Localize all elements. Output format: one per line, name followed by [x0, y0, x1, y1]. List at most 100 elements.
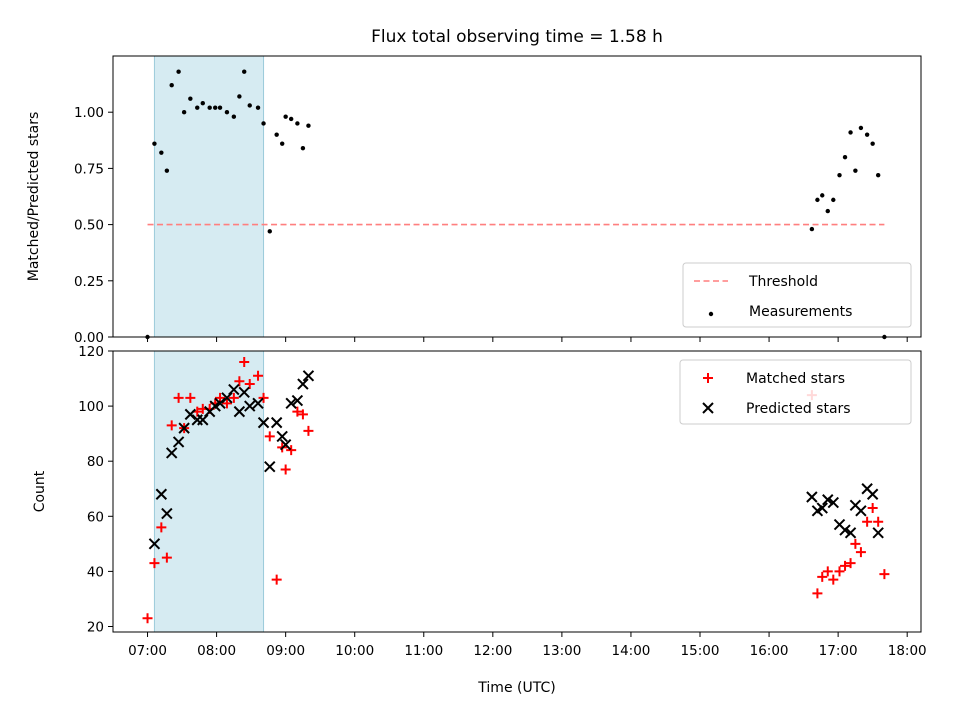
predicted-stars-point — [244, 400, 256, 412]
measurements-point — [169, 83, 174, 88]
predicted-stars-point — [252, 397, 264, 410]
predicted-stars-point — [165, 447, 178, 459]
measurements-point — [274, 132, 279, 137]
predicted-stars-point — [855, 505, 867, 517]
matched-stars-legend-marker — [703, 373, 713, 383]
matched-stars-point — [303, 425, 314, 436]
y-tick-label: 0.50 — [74, 218, 104, 234]
measurements-point — [858, 125, 864, 131]
matched-stars-point — [166, 420, 177, 431]
measurements-point — [825, 208, 830, 214]
matched-stars-point — [286, 445, 297, 456]
x-tick-label: 09:00 — [266, 643, 305, 659]
threshold-legend-label: Threshold — [748, 274, 818, 290]
measurements-legend-marker — [708, 311, 714, 317]
measurements-point — [152, 141, 157, 146]
matched-stars-point — [156, 522, 167, 533]
chart-title: Flux total observing time = 1.58 h — [371, 27, 663, 47]
measurements-point — [864, 132, 870, 137]
matched-stars-point — [297, 409, 308, 420]
measurements-point — [831, 197, 836, 203]
ratio-y-axis-label: Matched/Predicted stars — [26, 112, 42, 282]
matched-stars-point — [173, 392, 184, 403]
measurements-point — [159, 150, 164, 155]
predicted-stars-legend-label: Predicted stars — [746, 401, 851, 417]
measurements-point — [875, 172, 881, 178]
matched-stars-point — [812, 588, 823, 599]
predicted-stars-point — [285, 397, 297, 410]
measurements-point — [295, 121, 300, 126]
x-tick-label: 16:00 — [750, 643, 789, 659]
ratio-legend: Threshold Measurements — [682, 262, 912, 328]
matched-stars-point — [271, 574, 282, 585]
matched-stars-point — [239, 357, 250, 368]
x-tick-label: 15:00 — [681, 643, 720, 659]
predicted-stars-point — [816, 502, 828, 514]
measurements-point — [217, 105, 223, 110]
matched-stars-point — [253, 370, 264, 381]
matched-stars-point — [264, 431, 275, 442]
y-tick-label: 0.00 — [74, 330, 104, 346]
measurements-point — [853, 168, 858, 173]
measurements-point — [255, 105, 261, 110]
y-tick-label: 60 — [87, 509, 104, 525]
predicted-stars-point — [172, 436, 185, 448]
measurements-point — [176, 69, 181, 74]
measurements-point — [283, 114, 288, 119]
measurements-point — [242, 69, 247, 74]
measurements-point — [164, 168, 170, 173]
count-panel: 20 40 60 80 100 120 07:00 08:00 09:00 10:00 11:00… — [32, 344, 927, 659]
predicted-stars-point — [279, 438, 292, 451]
matched-stars-legend-label: Matched stars — [746, 371, 845, 387]
measurements-point — [842, 154, 848, 160]
matched-stars-point — [850, 538, 861, 549]
measurements-point — [247, 103, 252, 108]
predicted-stars-point — [238, 386, 250, 399]
matched-stars-point — [228, 392, 239, 403]
x-tick-label: 13:00 — [542, 643, 581, 659]
count-axes-frame — [112, 350, 922, 633]
measurements-point — [809, 226, 815, 232]
y-tick-label: 0.75 — [74, 161, 104, 177]
matched-stars-point — [845, 558, 856, 569]
x-tick-label: 18:00 — [888, 643, 927, 659]
matched-stars-point — [244, 379, 255, 390]
measurements-point — [261, 121, 266, 126]
matched-stars-point — [185, 392, 196, 403]
predicted-stars-point — [827, 496, 840, 509]
measurements-point — [820, 193, 825, 198]
measurements-point — [837, 172, 842, 178]
highlight-span-bottom — [153, 350, 265, 633]
matched-stars-point — [161, 552, 172, 563]
measurements-point — [288, 116, 294, 122]
y-tick-label: 0.25 — [74, 274, 104, 290]
predicted-stars-point — [161, 507, 173, 520]
measurements-point — [815, 197, 820, 203]
measurements-point — [224, 110, 230, 115]
matched-stars-point — [834, 566, 845, 577]
predicted-stars-point — [233, 405, 246, 418]
count-legend: Matched stars Predicted stars — [679, 359, 912, 425]
predicted-stars-point — [806, 491, 818, 503]
x-tick-label: 07:00 — [128, 643, 167, 659]
x-axis-label: Time (UTC) — [477, 680, 555, 696]
predicted-stars-point — [297, 378, 309, 390]
measurements-point — [300, 145, 306, 151]
predicted-stars-point — [264, 460, 276, 473]
predicted-stars-point — [866, 488, 879, 500]
matched-stars-point — [855, 547, 866, 558]
x-tick-label: 12:00 — [473, 643, 512, 659]
matched-stars-point — [840, 560, 851, 571]
matched-stars-point — [873, 516, 884, 527]
y-tick-label: 80 — [87, 454, 104, 470]
predicted-stars-point — [291, 394, 304, 407]
x-tick-label: 11:00 — [404, 643, 443, 659]
predicted-stars-point — [155, 488, 168, 500]
matched-stars-point — [879, 569, 890, 580]
matched-stars-point — [817, 571, 828, 582]
measurements-point — [231, 114, 237, 119]
ratio-y-ticks: 0.00 0.25 0.50 0.75 1.00 — [74, 105, 113, 346]
matched-stars-point — [234, 376, 245, 387]
count-y-ticks: 20 40 60 80 100 120 — [78, 344, 113, 635]
